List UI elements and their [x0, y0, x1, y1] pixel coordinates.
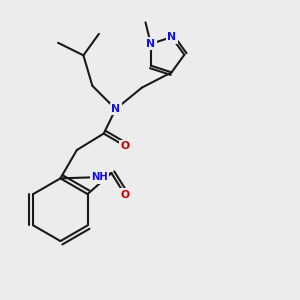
Text: O: O	[121, 141, 130, 151]
Text: NH: NH	[91, 172, 108, 182]
Text: N: N	[111, 104, 120, 114]
Text: N: N	[146, 39, 155, 49]
Text: O: O	[120, 190, 130, 200]
Text: N: N	[167, 32, 176, 42]
